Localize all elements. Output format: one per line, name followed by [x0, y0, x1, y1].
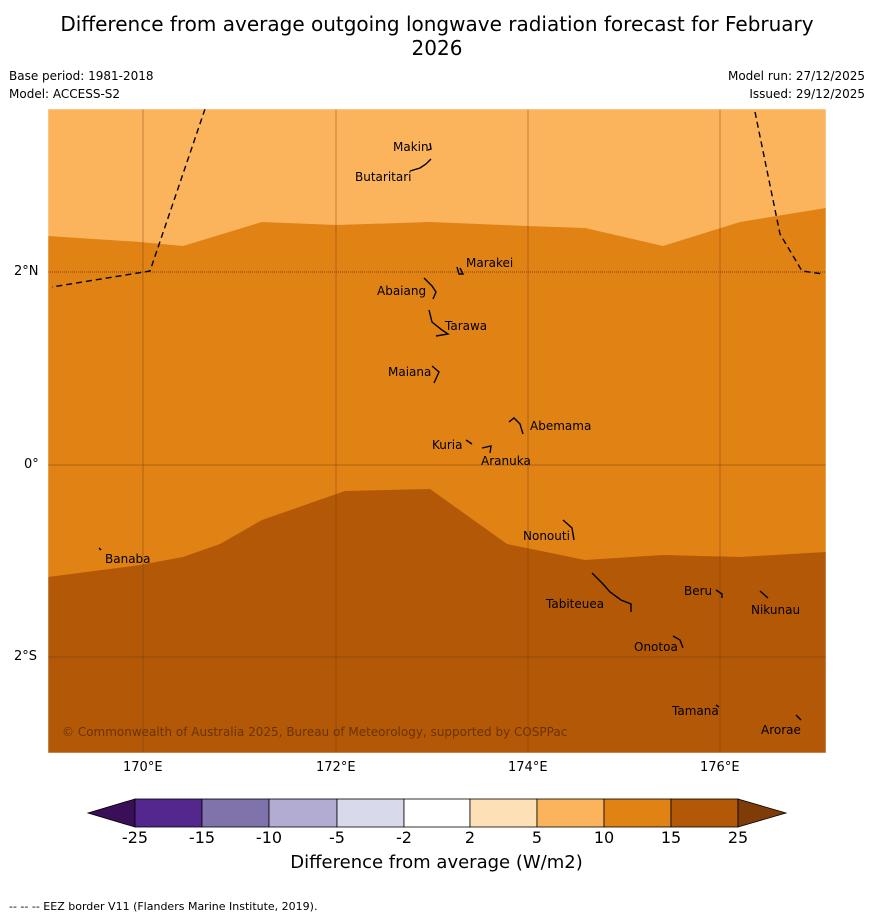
map-title: Difference from average outgoing longwav… [60, 12, 814, 60]
copyright-notice: © Commonwealth of Australia 2025, Bureau… [62, 725, 567, 739]
eez-border [51, 108, 824, 288]
colorbar [86, 798, 788, 828]
map-panel: Makin Butaritari Marakei Abaiang Tarawa … [47, 108, 827, 754]
band-15-25 [48, 489, 826, 753]
lon-label-170e: 170°E [123, 760, 163, 775]
colorbar-cell-7 [536, 798, 605, 828]
lon-label-172e: 172°E [316, 760, 356, 775]
colorbar-cell-8 [603, 798, 672, 828]
place-label-butaritari: Butaritari [355, 170, 412, 184]
colorbar-tick: 25 [727, 828, 749, 847]
colorbar-extend-high [737, 798, 788, 828]
place-label-kuria: Kuria [432, 438, 463, 452]
place-labels: Makin Butaritari Marakei Abaiang Tarawa … [105, 140, 801, 737]
place-label-banaba: Banaba [105, 552, 151, 566]
map-border [47, 108, 827, 754]
colorbar-tick: -2 [396, 828, 412, 847]
model-name: Model: ACCESS-S2 [9, 87, 121, 101]
colorbar-cell-9 [670, 798, 739, 828]
place-label-beru: Beru [684, 584, 712, 598]
colorbar-cell-5 [403, 798, 471, 828]
model-run: Model run: 27/12/2025 [727, 69, 865, 83]
colorbar-cell-2 [201, 798, 270, 828]
issued-date: Issued: 29/12/2025 [749, 87, 865, 101]
place-label-marakei: Marakei [466, 256, 513, 270]
colorbar-cell-6 [469, 798, 538, 828]
meta-left: Base period: 1981-2018 Model: ACCESS-S2 [9, 67, 154, 103]
place-label-onotoa: Onotoa [634, 640, 678, 654]
place-label-maiana: Maiana [388, 365, 431, 379]
place-label-tamana: Tamana [671, 704, 719, 718]
base-period: Base period: 1981-2018 [9, 69, 154, 83]
lon-label-176e: 176°E [700, 760, 740, 775]
colorbar-tick: 5 [531, 828, 543, 847]
place-label-tabiteuea: Tabiteuea [545, 597, 604, 611]
lat-label-2s: 2°S [14, 649, 38, 664]
colorbar-extend-low [86, 798, 136, 828]
lon-label-174e: 174°E [508, 760, 548, 775]
place-label-nikunau: Nikunau [751, 603, 800, 617]
gridlines [48, 109, 826, 753]
colorbar-tick: -10 [255, 828, 283, 847]
place-label-makin: Makin [393, 140, 429, 154]
band-5-10 [48, 109, 826, 246]
place-label-tarawa: Tarawa [444, 319, 487, 333]
colorbar-tick: -25 [121, 828, 149, 847]
place-label-abemama: Abemama [530, 419, 591, 433]
coastlines [98, 142, 802, 721]
colorbar-tick: 15 [660, 828, 682, 847]
colorbar-tick: 10 [593, 828, 615, 847]
colorbar-cell-3 [268, 798, 338, 828]
colorbar-cell-1 [134, 798, 203, 828]
colorbar-cell-4 [336, 798, 405, 828]
legend-title: Difference from average (W/m2) [290, 852, 583, 873]
place-label-nonouti: Nonouti [523, 529, 570, 543]
eez-footnote: -- -- -- EEZ border V11 (Flanders Marine… [9, 900, 318, 913]
colorbar-tick: -15 [188, 828, 216, 847]
place-label-arorae: Arorae [761, 723, 801, 737]
meta-right: Model run: 27/12/2025 Issued: 29/12/2025 [728, 67, 865, 103]
colorbar-tick: -5 [329, 828, 345, 847]
place-label-aranuka: Aranuka [481, 454, 531, 468]
lat-label-0: 0° [24, 457, 39, 472]
place-label-abaiang: Abaiang [377, 284, 426, 298]
colorbar-tick: 2 [464, 828, 476, 847]
lat-label-2n: 2°N [14, 264, 39, 279]
